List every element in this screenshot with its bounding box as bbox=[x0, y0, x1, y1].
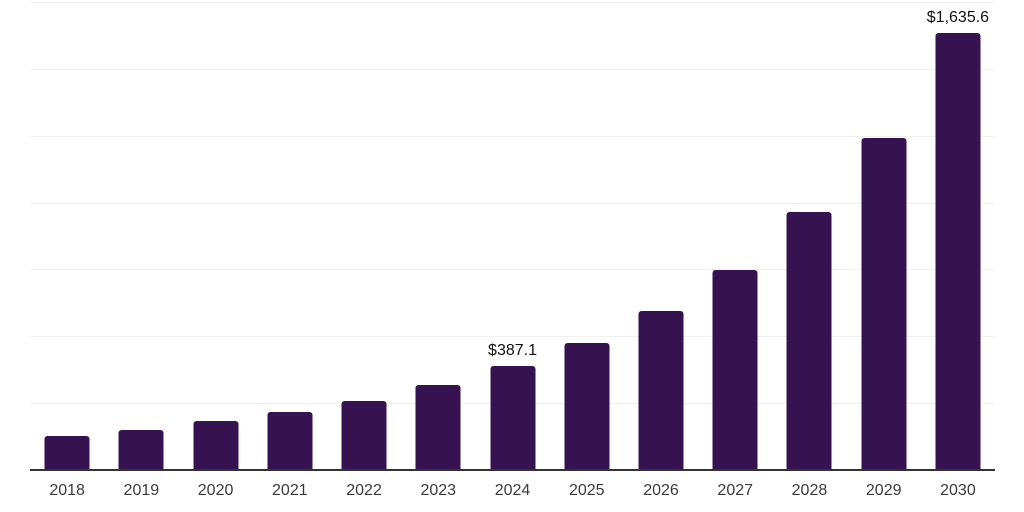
x-tick-label-2025: 2025 bbox=[568, 482, 605, 499]
bar-2018 bbox=[44, 436, 90, 470]
bar-slot bbox=[847, 2, 921, 470]
bar-2025 bbox=[564, 343, 610, 470]
bar-slot bbox=[178, 2, 252, 470]
bar-slot bbox=[772, 2, 846, 470]
x-tick-label-2018: 2018 bbox=[49, 482, 85, 499]
plot-area: $387.1 $1,635.6 bbox=[30, 2, 995, 471]
x-axis-tick-labels: 2018 2019 2020 2021 2022 2023 2024 2025 2026 2027… bbox=[30, 482, 995, 500]
bar-slot bbox=[327, 2, 401, 470]
gridline bbox=[30, 68, 995, 70]
x-tick-label-2021: 2021 bbox=[272, 482, 308, 499]
x-tick-label-2026: 2026 bbox=[643, 482, 679, 499]
bar-slot bbox=[104, 2, 178, 470]
x-tick-label-2019: 2019 bbox=[123, 482, 160, 499]
bar-value-label-2030: $1,635.6 bbox=[926, 8, 990, 26]
bar-2029 bbox=[861, 137, 907, 470]
bar-2028 bbox=[786, 212, 832, 470]
gridline bbox=[30, 2, 995, 3]
bar-2030 bbox=[935, 32, 981, 470]
bar-2022 bbox=[341, 401, 387, 470]
bar-slot bbox=[550, 2, 624, 470]
bar-2019 bbox=[118, 429, 164, 470]
bar-2020 bbox=[193, 421, 239, 470]
bar-2021 bbox=[267, 412, 313, 470]
gridline bbox=[30, 135, 995, 137]
x-tick-label-2030: 2030 bbox=[940, 482, 976, 499]
bar-series: $387.1 $1,635.6 bbox=[30, 2, 995, 470]
bar-2024 bbox=[490, 366, 536, 470]
gridline bbox=[30, 202, 995, 204]
bar-2026 bbox=[638, 311, 684, 470]
bar-slot: $1,635.6 bbox=[921, 2, 995, 470]
bar-slot bbox=[253, 2, 327, 470]
x-tick-label-2022: 2022 bbox=[346, 482, 382, 499]
bar-value-label-2024: $387.1 bbox=[488, 342, 537, 360]
x-tick-label-2024: 2024 bbox=[494, 482, 531, 499]
x-tick-label-2027: 2027 bbox=[717, 482, 754, 499]
gridline bbox=[30, 336, 995, 338]
bar-2023 bbox=[415, 385, 461, 470]
bar-slot bbox=[30, 2, 104, 470]
x-tick-label-2029: 2029 bbox=[865, 482, 902, 499]
x-axis-line bbox=[30, 469, 995, 471]
bar-2027 bbox=[712, 269, 758, 470]
bar-slot: $387.1 bbox=[475, 2, 549, 470]
gridline bbox=[30, 269, 995, 271]
x-tick-label-2020: 2020 bbox=[197, 482, 234, 499]
x-tick-label-2028: 2028 bbox=[791, 482, 828, 499]
x-tick-label-2023: 2023 bbox=[420, 482, 457, 499]
bar-slot bbox=[401, 2, 475, 470]
bar-slot bbox=[698, 2, 772, 470]
bar-slot bbox=[624, 2, 698, 470]
